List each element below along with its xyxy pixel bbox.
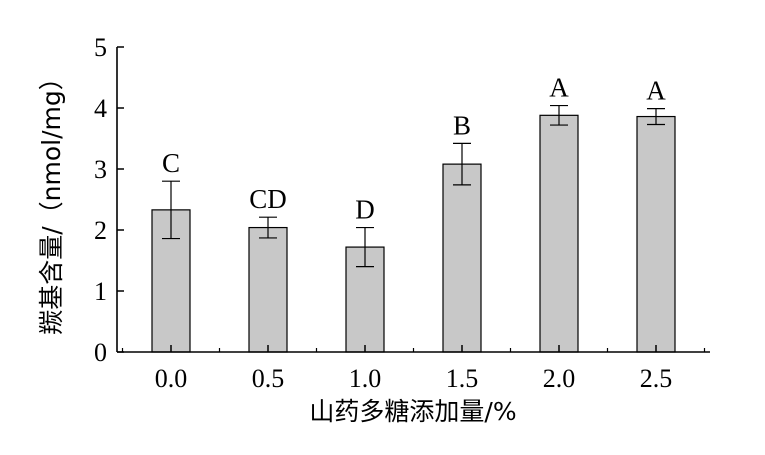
x-tick-label: 1.0 [349,364,382,393]
x-ticks-layer: 0.0 0.5 1.0 1.5 2.0 2.5 [121,345,706,393]
significance-letter: A [549,73,569,103]
y-tick-label: 1 [94,277,107,306]
y-tick-label: 0 [94,338,107,367]
axes-layer [116,47,710,353]
significance-letters-layer: C CD D B A A [162,73,666,225]
x-tick-label: 0.5 [252,364,285,393]
significance-letter: C [162,148,180,178]
y-tick-label: 4 [94,94,107,123]
y-tick-label: 5 [94,33,107,62]
significance-letter: CD [249,184,287,214]
x-tick-label: 2.5 [640,364,673,393]
y-tick-label: 3 [94,155,107,184]
x-tick-label: 0.0 [155,364,188,393]
bar [636,115,676,353]
bar [248,226,288,353]
x-axis-label: 山药多糖添加量/% [309,397,516,426]
significance-letter: B [453,110,471,140]
y-tick-label: 2 [94,216,107,245]
significance-letter: A [646,76,666,106]
y-axis-label: 羰基含量/（nmol/mg） [37,65,66,335]
x-tick-label: 2.0 [543,364,576,393]
y-ticks-layer: 0 1 2 3 4 5 [94,33,124,367]
x-tick-label: 1.5 [446,364,479,393]
error-bars-layer [162,104,665,268]
bar [539,114,579,353]
significance-letter: D [355,195,375,225]
bar [442,163,482,353]
bars-layer [151,114,676,353]
